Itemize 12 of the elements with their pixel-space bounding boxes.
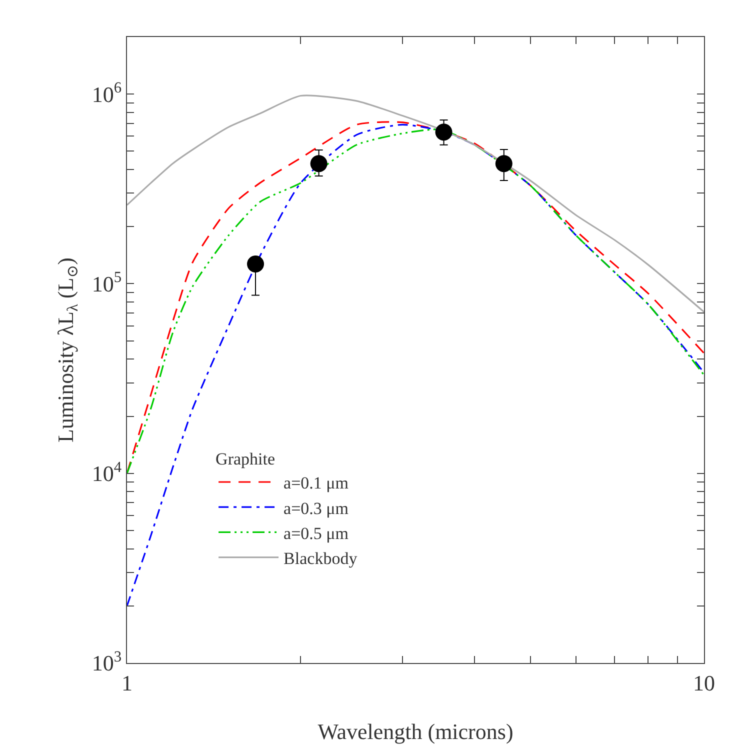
y-tick-label: 10$^{6}$ <box>92 80 122 107</box>
legend-label: a=0.1 μm <box>284 474 349 493</box>
x-tick-label: 1 <box>122 670 132 696</box>
legend-label: a=0.5 μm <box>284 524 349 543</box>
legend-title: Graphite <box>216 449 276 468</box>
legend-label: Blackbody <box>284 548 358 568</box>
y-tick-label: 10$^{4}$ <box>92 458 122 486</box>
legend-label: a=0.3 μm <box>284 498 349 518</box>
x-tick-label: 10 <box>693 670 715 696</box>
y-tick-label: 10$^{5}$ <box>92 269 122 296</box>
y-tick-label: 10$^{3}$ <box>92 648 122 676</box>
x-axis-title: Wavelength (microns) <box>318 719 514 744</box>
